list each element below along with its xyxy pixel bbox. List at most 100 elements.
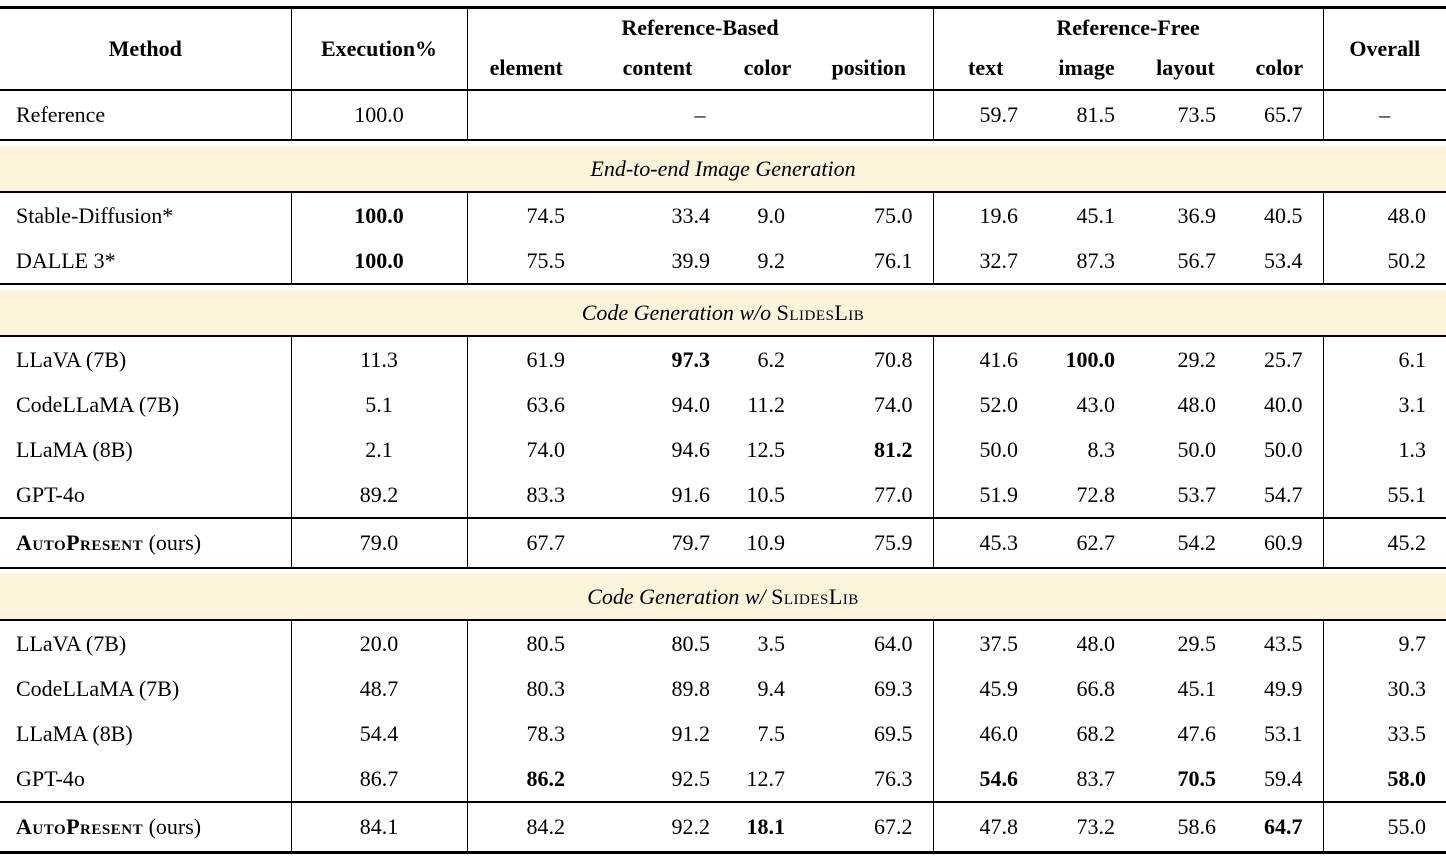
- cell-element: 84.2: [526, 814, 566, 840]
- method-name: LLaMA (8B): [0, 427, 292, 472]
- cell-execution: 100.0: [291, 238, 468, 285]
- cell-free-color: 40.0: [1236, 382, 1324, 427]
- cell-content: 91.6: [585, 472, 730, 519]
- cell-free-color: 64.7: [1236, 802, 1324, 853]
- cell-execution: 79.0: [291, 518, 468, 569]
- cell-text: 45.9: [979, 675, 1019, 701]
- cell-color: 3.5: [757, 630, 786, 656]
- cell-image: 68.2: [1076, 720, 1116, 746]
- cell-layout: 53.7: [1135, 472, 1237, 519]
- cell-overall: 45.2: [1323, 518, 1446, 569]
- method-name: GPT-4o: [0, 472, 292, 519]
- cell-position: 69.5: [805, 711, 934, 756]
- cell-text: 50.0: [979, 436, 1019, 462]
- cell-overall: 33.5: [1387, 720, 1427, 746]
- cell-content: 94.0: [671, 391, 711, 417]
- cell-overall: 55.1: [1323, 472, 1446, 519]
- method-name-part: Stable-Diffusion*: [16, 202, 174, 228]
- cell-color: 12.5: [746, 436, 786, 462]
- cell-image: 100.0: [1065, 346, 1116, 372]
- col-header-layout: layout: [1135, 47, 1237, 91]
- cell-overall: 48.0: [1387, 202, 1427, 228]
- cell-image: 48.0: [1076, 630, 1116, 656]
- method-name: Reference: [0, 90, 292, 141]
- section-title-part: SlidesLib: [771, 583, 859, 609]
- method-name: Stable-Diffusion*: [0, 192, 292, 238]
- cell-element: 78.3: [526, 720, 566, 746]
- cell-element: 74.0: [526, 436, 566, 462]
- method-name-part: LLaVA (7B): [16, 346, 127, 372]
- table-row: GPT-4o 89.2 83.3 91.6 10.5 77.0 51.9 72.8 53.7 54…: [0, 472, 1446, 519]
- method-name-part: CodeLLaMA (7B): [16, 675, 180, 701]
- section-title-part: Code Generation w/: [587, 583, 772, 609]
- cell-text: 32.7: [933, 238, 1039, 285]
- cell-content: 94.6: [671, 436, 711, 462]
- cell-execution: 89.2: [291, 472, 468, 519]
- cell-overall: 55.0: [1387, 814, 1427, 840]
- cell-content: 80.5: [671, 630, 711, 656]
- cell-color: 12.7: [730, 756, 805, 803]
- table-row: DALLE 3* 100.0 75.5 39.9 9.2 76.1 32.7 87.3 56.7…: [0, 238, 1446, 285]
- cell-layout: 56.7: [1135, 238, 1237, 285]
- cell-color: 9.2: [730, 238, 805, 285]
- cell-position: 75.0: [805, 192, 934, 238]
- method-name: AutoPresent (ours): [0, 802, 292, 853]
- cell-overall: 50.2: [1323, 238, 1446, 285]
- cell-execution: 48.7: [291, 666, 468, 711]
- cell-execution: 2.1: [291, 427, 468, 472]
- method-name: GPT-4o: [0, 756, 292, 803]
- cell-content: 91.2: [671, 720, 711, 746]
- cell-execution: 11.3: [291, 336, 468, 382]
- section-band-row: Code Generation w/ SlidesLib: [0, 574, 1446, 621]
- table-row: LLaVA (7B) 20.0 80.5 80.5 3.5 64.0 37.5 48.0 29.…: [0, 620, 1446, 666]
- cell-overall: 1.3: [1398, 436, 1427, 462]
- cell-element: 74.5: [526, 202, 566, 228]
- method-name: DALLE 3*: [0, 238, 292, 285]
- col-header-free-color: color: [1236, 47, 1324, 91]
- cell-layout: 45.1: [1177, 675, 1217, 701]
- cell-position: 67.2: [805, 802, 934, 853]
- method-name-part: (ours): [143, 814, 202, 840]
- results-table: Method Execution% Reference-Based Refere…: [0, 6, 1446, 854]
- col-header-color: color: [730, 47, 805, 91]
- group-header-reference-based: Reference-Based: [467, 7, 934, 47]
- cell-free-color: 25.7: [1236, 336, 1324, 382]
- cell-execution: 20.0: [291, 620, 468, 666]
- cell-position: 76.1: [805, 238, 934, 285]
- cell-overall: 6.1: [1398, 346, 1427, 372]
- cell-color: 18.1: [746, 814, 786, 840]
- cell-color: 9.4: [757, 675, 786, 701]
- col-header-text: text: [933, 47, 1039, 91]
- method-name: AutoPresent (ours): [0, 518, 292, 569]
- section-title-part: End-to-end Image Generation: [590, 155, 856, 181]
- col-header-execution: Execution%: [291, 7, 468, 91]
- col-header-element: element: [467, 47, 585, 91]
- cell-execution: 100.0: [291, 192, 468, 238]
- group-header-reference-free: Reference-Free: [933, 7, 1324, 47]
- cell-color: 7.5: [757, 720, 786, 746]
- section-band: Code Generation w/o SlidesLib: [0, 290, 1446, 337]
- cell-overall: 30.3: [1387, 675, 1427, 701]
- cell-position: 76.3: [805, 756, 934, 803]
- cell-text: 51.9: [933, 472, 1039, 519]
- table-row: Stable-Diffusion* 100.0 74.5 33.4 9.0 75.0 19.…: [0, 192, 1446, 238]
- col-header-method: Method: [0, 7, 292, 91]
- cell-content: 79.7: [585, 518, 730, 569]
- method-name-part: DALLE 3*: [16, 247, 116, 273]
- cell-position: 74.0: [805, 382, 934, 427]
- cell-image: 81.5: [1038, 90, 1136, 141]
- col-header-position: position: [805, 47, 934, 91]
- cell-content: 92.2: [671, 814, 711, 840]
- cell-text: 54.6: [933, 756, 1039, 803]
- method-name-part: LLaMA (8B): [16, 436, 133, 462]
- cell-image: 72.8: [1038, 472, 1136, 519]
- cell-text: 59.7: [933, 90, 1039, 141]
- cell-free-color: 50.0: [1236, 427, 1324, 472]
- cell-layout: 73.5: [1135, 90, 1237, 141]
- cell-content: 92.5: [585, 756, 730, 803]
- cell-layout: 36.9: [1177, 202, 1217, 228]
- col-header-overall: Overall: [1323, 7, 1446, 91]
- table-row: GPT-4o 86.7 86.2 92.5 12.7 76.3 54.6 83.7 70.5 59…: [0, 756, 1446, 803]
- cell-image: 87.3: [1038, 238, 1136, 285]
- cell-free-color: 60.9: [1236, 518, 1324, 569]
